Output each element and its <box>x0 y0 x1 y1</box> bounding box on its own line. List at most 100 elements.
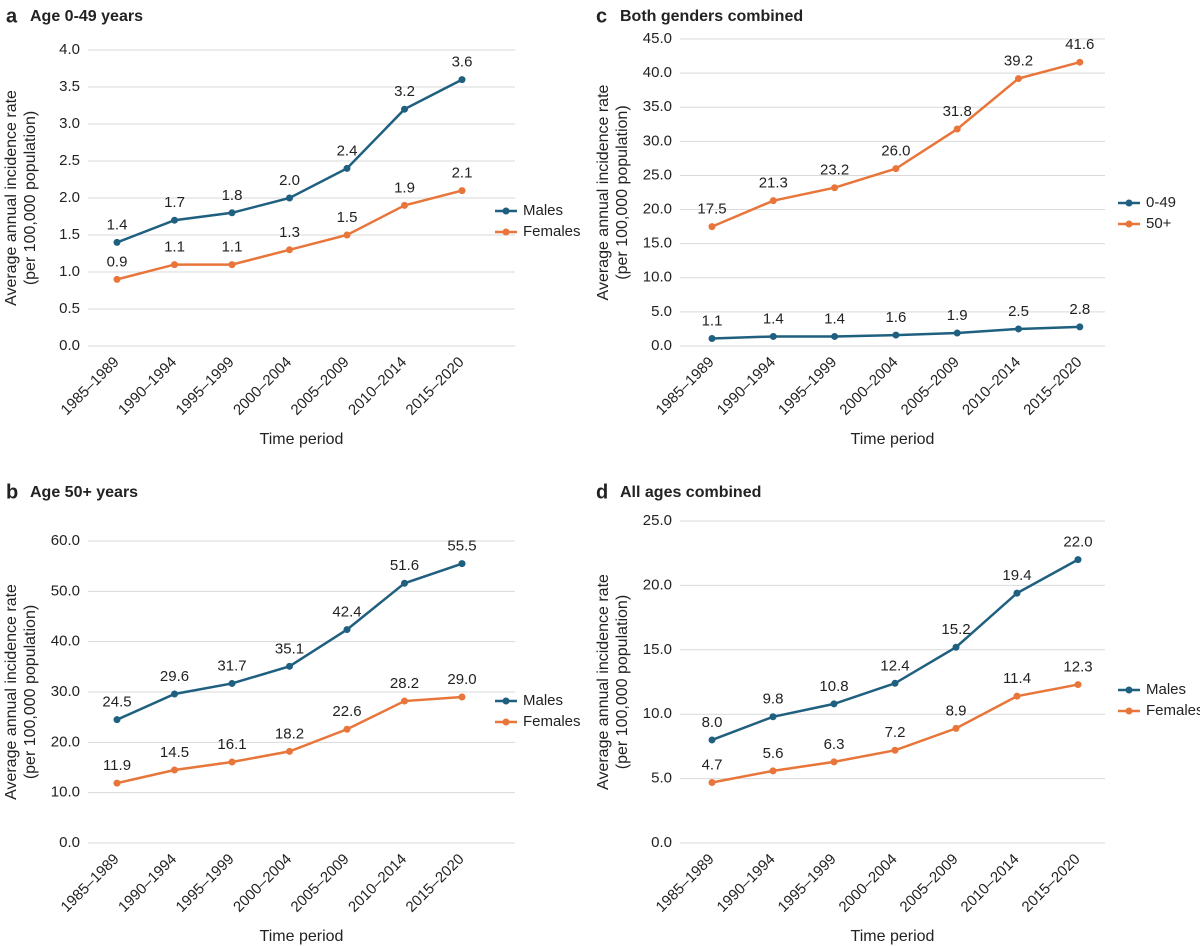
data-label: 3.2 <box>394 83 415 100</box>
x-axis-title: Time period <box>851 431 935 448</box>
data-point <box>769 767 777 775</box>
data-point <box>1074 681 1082 689</box>
y-tick-label: 50.0 <box>51 582 80 599</box>
data-point <box>892 331 900 339</box>
data-label: 6.3 <box>824 736 845 753</box>
data-point <box>830 700 838 708</box>
data-label: 15.2 <box>941 621 970 638</box>
y-tick-label: 1.0 <box>59 263 80 280</box>
data-point <box>343 626 351 634</box>
data-label: 2.0 <box>279 172 300 189</box>
x-tick-label: 2010–2014 <box>345 354 410 419</box>
data-point <box>286 246 293 254</box>
data-label: 18.2 <box>275 725 304 742</box>
x-tick-label: 1995–1999 <box>775 354 840 419</box>
data-label: 29.0 <box>447 671 476 688</box>
data-label: 3.6 <box>452 54 473 71</box>
data-label: 5.6 <box>763 745 784 762</box>
data-label: 2.4 <box>337 142 358 159</box>
data-point <box>113 275 121 283</box>
data-point <box>401 697 408 705</box>
data-label: 10.8 <box>819 678 848 695</box>
y-axis-title: (per 100,000 population) <box>22 111 39 285</box>
y-axis-title: Average annual incidence rate <box>595 574 612 790</box>
panel: d All ages combined 0.0 5.0 10.0 15.0 20.0 25.0… <box>595 481 1200 945</box>
data-label: 8.0 <box>702 714 723 731</box>
legend-label: Males <box>523 202 563 219</box>
data-point <box>1074 556 1082 564</box>
legend-marker <box>1125 220 1133 228</box>
data-label: 7.2 <box>885 724 906 741</box>
data-point <box>458 76 466 84</box>
data-label: 35.1 <box>275 640 304 657</box>
data-label: 51.6 <box>390 557 419 574</box>
legend-label: Females <box>523 223 581 240</box>
data-label: 4.7 <box>702 756 723 773</box>
data-label: 23.2 <box>820 162 849 179</box>
legend-label: 0-49 <box>1146 194 1176 211</box>
legend-marker <box>502 228 510 236</box>
panel: a Age 0-49 years 0.0 0.5 1.0 1.5 2.0 2.5 3.0 3.5 4… <box>3 5 580 448</box>
x-tick-label: 1985–1989 <box>58 851 123 916</box>
data-point <box>113 238 121 246</box>
data-label: 12.4 <box>880 657 909 674</box>
data-point <box>708 736 716 744</box>
data-label: 22.0 <box>1063 534 1092 551</box>
legend-marker <box>1125 199 1133 207</box>
y-tick-label: 60.0 <box>51 532 80 549</box>
panel-title: Both genders combined <box>620 8 803 25</box>
y-tick-label: 0.0 <box>651 834 672 851</box>
data-point <box>708 223 716 231</box>
data-point <box>401 201 408 209</box>
data-point <box>953 329 961 337</box>
data-label: 17.5 <box>697 201 726 218</box>
y-tick-label: 15.0 <box>643 641 672 658</box>
y-axis-title: (per 100,000 population) <box>22 605 39 779</box>
data-label: 1.1 <box>702 312 723 329</box>
data-label: 1.4 <box>107 216 128 233</box>
y-axis-title: Average annual incidence rate <box>595 84 612 300</box>
panel-title: Age 50+ years <box>30 484 138 501</box>
x-tick-label: 1990–1994 <box>115 851 180 916</box>
y-tick-label: 0.0 <box>59 337 80 354</box>
data-point <box>1013 589 1021 597</box>
panel-letter: b <box>6 481 18 503</box>
y-tick-label: 1.5 <box>59 226 80 243</box>
x-tick-label: 1990–1994 <box>714 851 779 916</box>
data-point <box>286 747 293 755</box>
data-point <box>401 579 408 587</box>
y-tick-label: 20.0 <box>51 733 80 750</box>
data-label: 1.8 <box>222 187 243 204</box>
y-tick-label: 2.0 <box>59 189 80 206</box>
x-tick-label: 1990–1994 <box>714 354 779 419</box>
data-point <box>171 216 178 224</box>
data-label: 16.1 <box>217 736 246 753</box>
data-label: 28.2 <box>390 675 419 692</box>
data-point <box>1015 75 1022 83</box>
data-point <box>171 690 178 698</box>
data-point <box>228 209 236 217</box>
data-label: 19.4 <box>1002 567 1031 584</box>
x-tick-label: 2000–2004 <box>836 354 901 419</box>
data-label: 39.2 <box>1004 53 1033 70</box>
x-tick-label: 2000–2004 <box>230 851 295 916</box>
y-tick-label: 20.0 <box>643 201 672 218</box>
data-point <box>1015 325 1022 333</box>
y-tick-label: 0.0 <box>59 834 80 851</box>
y-tick-label: 20.0 <box>643 576 672 593</box>
data-point <box>228 261 236 269</box>
data-point <box>113 779 121 787</box>
y-tick-label: 2.5 <box>59 152 80 169</box>
data-label: 24.5 <box>102 694 131 711</box>
data-point <box>1013 692 1021 700</box>
y-tick-label: 30.0 <box>51 683 80 700</box>
data-label: 1.1 <box>222 239 243 256</box>
data-label: 1.7 <box>164 194 185 211</box>
data-label: 21.3 <box>759 175 788 192</box>
data-point <box>952 643 960 651</box>
data-point <box>171 766 178 774</box>
legend-marker <box>502 718 510 726</box>
data-point <box>953 125 961 133</box>
data-point <box>343 725 351 733</box>
panel-letter: d <box>596 481 608 503</box>
